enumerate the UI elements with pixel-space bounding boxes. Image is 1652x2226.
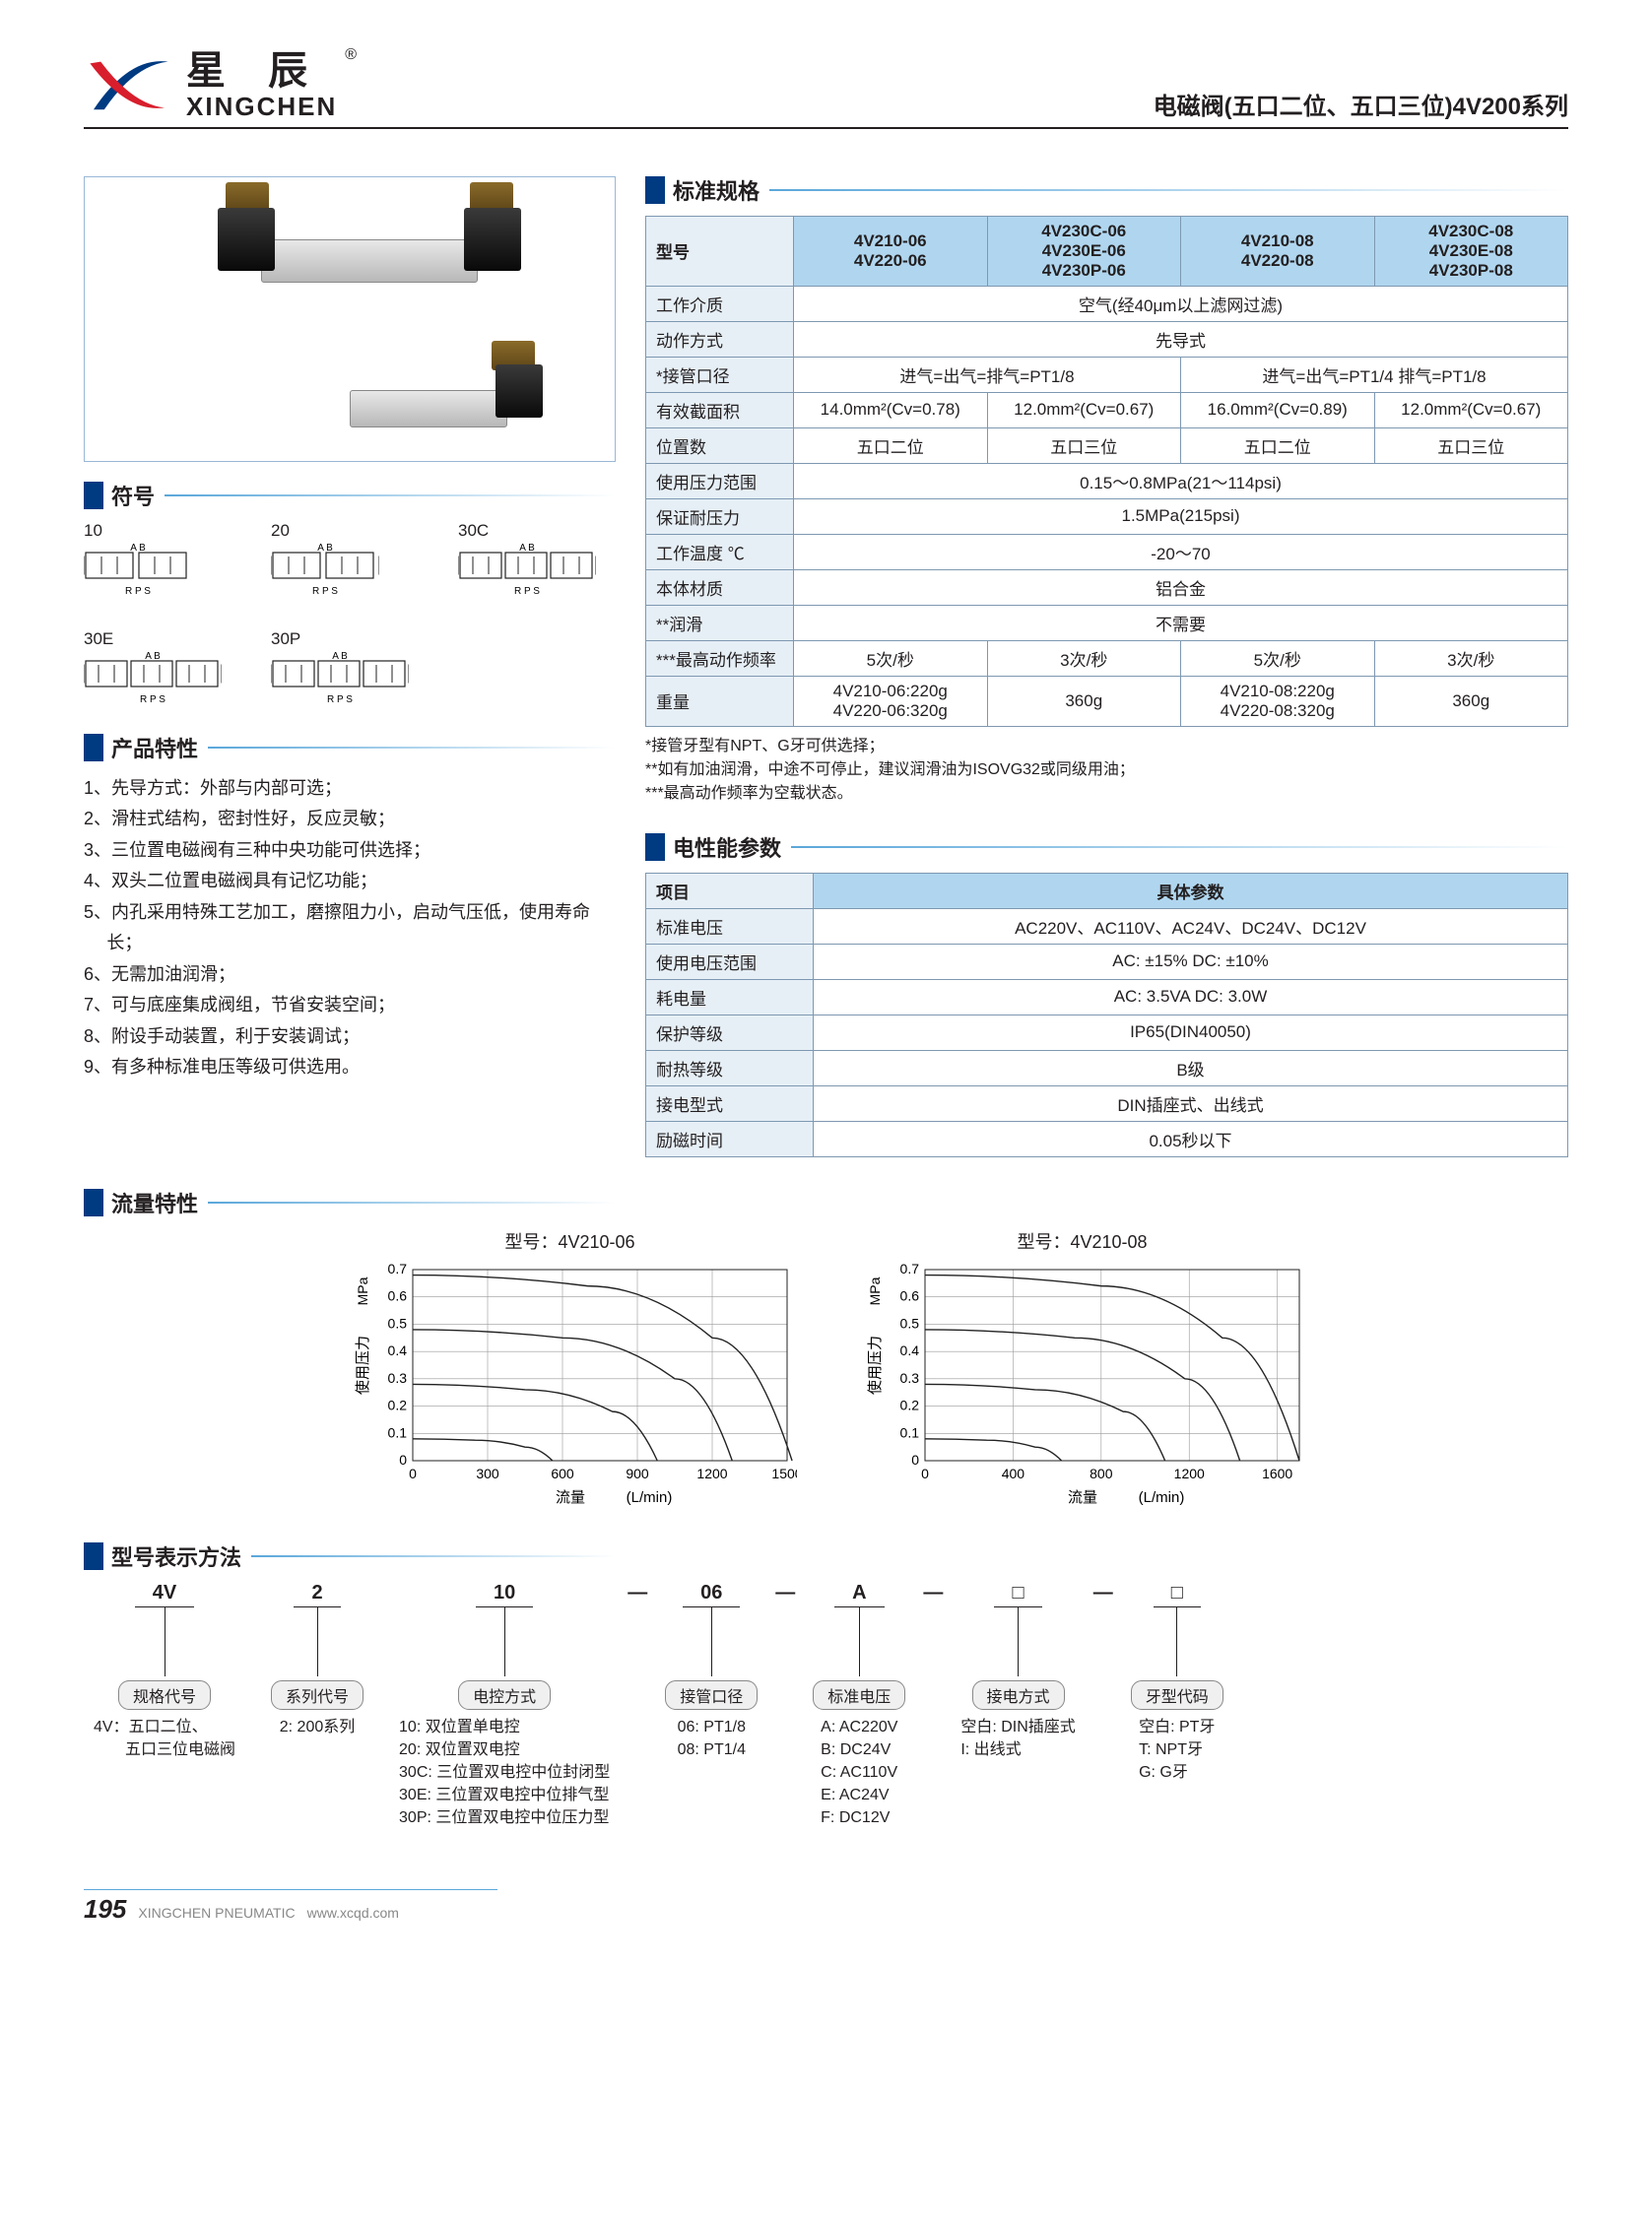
svg-text:0.1: 0.1: [899, 1424, 919, 1440]
svg-text:0.3: 0.3: [899, 1369, 919, 1385]
registered-mark: ®: [345, 46, 357, 64]
section-spec: 标准规格: [645, 174, 1568, 206]
svg-text:1200: 1200: [696, 1466, 727, 1481]
feature-item: 3、三位置电磁阀有三种中央功能可供选择；: [84, 835, 616, 867]
page-title: 电磁阀(五口二位、五口三位)4V200系列: [1154, 87, 1568, 121]
svg-text:MPa: MPa: [867, 1277, 883, 1305]
feature-item: 2、滑柱式结构，密封性好，反应灵敏；: [84, 804, 616, 835]
svg-text:(L/min): (L/min): [626, 1489, 672, 1506]
symbol-30C: 30CA BR P S: [458, 521, 596, 606]
model-breakdown: 4V规格代号4V：五口二位、 五口三位电磁阀 2系列代号2: 200系列 10电控方…: [84, 1582, 1568, 1830]
svg-text:0.2: 0.2: [387, 1397, 407, 1412]
feature-item: 7、可与底座集成阀组，节省安装空间；: [84, 990, 616, 1021]
svg-text:0: 0: [911, 1452, 919, 1468]
model-col-1: 2系列代号2: 200系列: [271, 1582, 363, 1738]
svg-text:使用压力: 使用压力: [355, 1336, 371, 1395]
page-header: 星 辰 XINGCHEN ® 电磁阀(五口二位、五口三位)4V200系列: [84, 49, 1568, 129]
spec-notes: *接管牙型有NPT、G牙可供选择；**如有加油润滑，中途不可停止，建议润滑油为I…: [645, 735, 1568, 806]
page-number: 195: [84, 1894, 126, 1925]
svg-text:0.6: 0.6: [387, 1287, 407, 1303]
chart-c2: 型号：4V210-0800.10.20.30.40.50.60.70400800…: [856, 1228, 1309, 1511]
chart-c1: 型号：4V210-0600.10.20.30.40.50.60.70300600…: [344, 1228, 797, 1511]
elec-table: 项目具体参数标准电压AC220V、AC110V、AC24V、DC24V、DC12…: [645, 873, 1568, 1157]
svg-text:R P S: R P S: [514, 586, 540, 597]
model-col-4: A标准电压A: AC220VB: DC24VC: AC110VE: AC24VF…: [813, 1582, 905, 1830]
svg-text:300: 300: [476, 1466, 499, 1481]
svg-text:MPa: MPa: [355, 1277, 370, 1305]
model-col-3: 06接管口径06: PT1/808: PT1/4: [665, 1582, 758, 1761]
section-model: 型号表示方法: [84, 1540, 616, 1572]
svg-text:R P S: R P S: [125, 586, 151, 597]
footer-url: www.xcqd.com: [307, 1905, 399, 1921]
logo: 星 辰 XINGCHEN ®: [84, 49, 361, 121]
svg-text:0.5: 0.5: [899, 1315, 919, 1331]
feature-item: 8、附设手动装置，利于安装调试；: [84, 1021, 616, 1053]
svg-text:0: 0: [921, 1466, 929, 1481]
svg-text:900: 900: [626, 1466, 649, 1481]
xc-logo-icon: [84, 49, 174, 120]
symbol-20: 20A BR P S: [271, 521, 409, 606]
flow-charts: 型号：4V210-0600.10.20.30.40.50.60.70300600…: [84, 1228, 1568, 1511]
svg-text:600: 600: [551, 1466, 574, 1481]
svg-text:A B: A B: [317, 543, 333, 554]
svg-text:0: 0: [409, 1466, 417, 1481]
flow-chart: 0 0.1 0.2 0.3 0.4 0.5 0.6 0.7 0 400 800 1200 1600 使用压…: [856, 1260, 1309, 1506]
section-flow: 流量特性: [84, 1187, 616, 1218]
flow-chart: 0 0.1 0.2 0.3 0.4 0.5 0.6 0.7 0 300 600 900 1200 1500…: [344, 1260, 797, 1506]
svg-text:0.2: 0.2: [899, 1397, 919, 1412]
svg-text:流量: 流量: [555, 1489, 584, 1506]
svg-text:0: 0: [399, 1452, 407, 1468]
svg-text:0.6: 0.6: [899, 1287, 919, 1303]
feature-item: 9、有多种标准电压等级可供选用。: [84, 1052, 616, 1083]
spec-table: 型号4V210-064V220-064V230C-064V230E-064V23…: [645, 216, 1568, 727]
svg-text:A B: A B: [145, 651, 161, 662]
svg-text:400: 400: [1001, 1466, 1024, 1481]
svg-text:0.4: 0.4: [899, 1342, 919, 1358]
svg-text:0.1: 0.1: [387, 1424, 407, 1440]
footer-company: XINGCHEN PNEUMATIC: [138, 1905, 295, 1921]
symbol-30P: 30PA BR P S: [271, 629, 409, 714]
svg-text:(L/min): (L/min): [1138, 1489, 1184, 1506]
feature-item: 1、先导方式：外部与内部可选；: [84, 773, 616, 805]
product-image: [84, 176, 616, 462]
svg-text:A B: A B: [332, 651, 348, 662]
svg-text:R P S: R P S: [312, 586, 338, 597]
svg-text:A B: A B: [519, 543, 535, 554]
svg-text:R P S: R P S: [140, 694, 165, 705]
svg-text:0.5: 0.5: [387, 1315, 407, 1331]
feature-item: 6、无需加油润滑；: [84, 959, 616, 991]
svg-text:R P S: R P S: [327, 694, 353, 705]
svg-text:1200: 1200: [1173, 1466, 1204, 1481]
symbol-10: 10A BR P S: [84, 521, 222, 606]
svg-text:800: 800: [1090, 1466, 1113, 1481]
logo-cn: 星 辰: [186, 49, 337, 93]
logo-en: XINGCHEN: [186, 93, 337, 121]
svg-text:0.7: 0.7: [899, 1261, 919, 1277]
section-symbol: 符号: [84, 480, 616, 511]
svg-text:0.3: 0.3: [387, 1369, 407, 1385]
page-footer: 195 XINGCHEN PNEUMATIC www.xcqd.com: [84, 1889, 497, 1925]
svg-text:A B: A B: [130, 543, 146, 554]
svg-text:0.4: 0.4: [387, 1342, 407, 1358]
model-col-5: □接电方式空白: DIN插座式I: 出线式: [960, 1582, 1075, 1761]
svg-text:1500: 1500: [771, 1466, 797, 1481]
svg-text:0.7: 0.7: [387, 1261, 407, 1277]
section-features: 产品特性: [84, 732, 616, 763]
symbol-grid: 10A BR P S20A BR P S30CA BR P S30EA BR P…: [84, 521, 616, 714]
feature-item: 4、双头二位置电磁阀具有记忆功能；: [84, 866, 616, 897]
symbol-30E: 30EA BR P S: [84, 629, 222, 714]
section-elec: 电性能参数: [645, 831, 1568, 863]
svg-text:使用压力: 使用压力: [867, 1336, 884, 1395]
svg-text:1600: 1600: [1262, 1466, 1292, 1481]
model-col-2: 10电控方式10: 双位置单电控20: 双位置双电控30C: 三位置双电控中位封…: [399, 1582, 610, 1830]
feature-item: 5、内孔采用特殊工艺加工，磨擦阻力小，启动气压低，使用寿命长；: [84, 897, 616, 959]
svg-text:流量: 流量: [1067, 1489, 1096, 1506]
model-col-0: 4V规格代号4V：五口二位、 五口三位电磁阀: [94, 1582, 235, 1761]
model-col-6: □牙型代码空白: PT牙T: NPT牙G: G牙: [1131, 1582, 1223, 1785]
feature-list: 1、先导方式：外部与内部可选；2、滑柱式结构，密封性好，反应灵敏；3、三位置电磁…: [84, 773, 616, 1083]
